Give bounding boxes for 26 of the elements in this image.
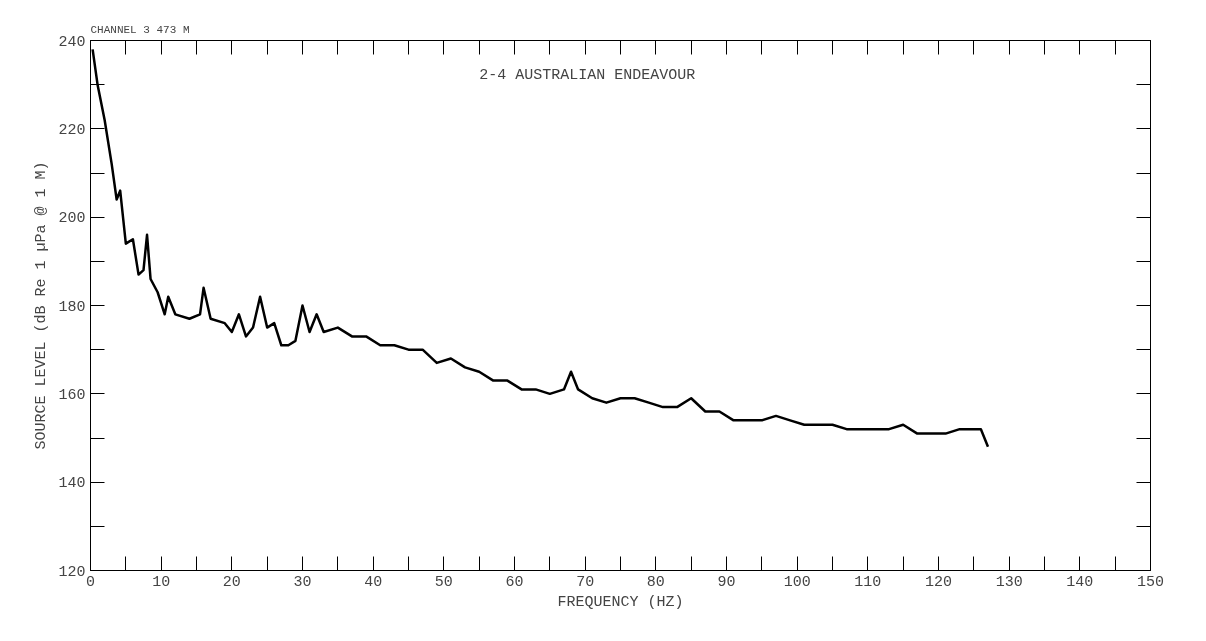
y-tick-label: 140 [58, 475, 86, 493]
x-tick-label: 30 [293, 573, 312, 591]
y-tick-label: 160 [58, 386, 86, 404]
y-tick-label: 180 [58, 298, 86, 316]
text: CHANNEL 3 473 M [90, 23, 190, 36]
x-tick-label: 110 [854, 573, 882, 591]
x-tick-label: 20 [222, 573, 241, 591]
x-tick-label: 150 [1137, 573, 1165, 591]
y-axis-title: SOURCE LEVEL (dB Re 1 µPa @ 1 M) [33, 161, 51, 450]
y-tick-label: 240 [58, 33, 86, 51]
x-tick-label: 0 [86, 573, 96, 591]
x-tick-label: 120 [925, 573, 953, 591]
x-tick-label: 60 [505, 573, 524, 591]
y-tick-label: 220 [58, 121, 86, 139]
x-tick-label: 130 [995, 573, 1023, 591]
x-tick-label: 140 [1066, 573, 1094, 591]
x-axis-title: FREQUENCY (HZ) [557, 593, 684, 611]
x-tick-label: 40 [364, 573, 383, 591]
x-tick-label: 80 [646, 573, 665, 591]
x-tick-label: 100 [783, 573, 811, 591]
x-tick-label: 70 [576, 573, 595, 591]
y-tick-label: 200 [58, 210, 86, 228]
text: 2-4 AUSTRALIAN ENDEAVOUR [479, 67, 696, 85]
x-tick-label: 10 [152, 573, 171, 591]
x-tick-label: 90 [717, 573, 736, 591]
x-tick-label: 50 [434, 573, 453, 591]
